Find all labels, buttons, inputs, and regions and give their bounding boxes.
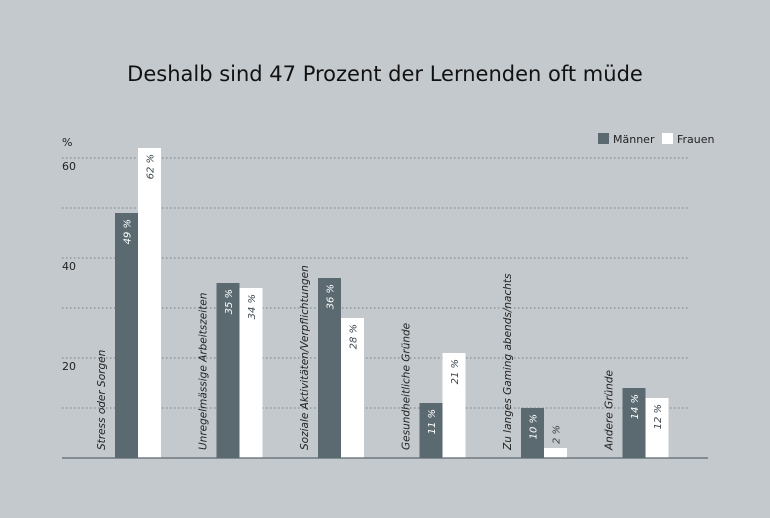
data-label-frauen: 34 % bbox=[247, 294, 258, 319]
legend: Männer Frauen bbox=[598, 133, 715, 146]
bar-maenner bbox=[419, 403, 443, 458]
bar-maenner bbox=[622, 388, 646, 458]
y-tick-label: 40 bbox=[62, 260, 76, 273]
bar-frauen bbox=[544, 448, 567, 458]
y-tick-label: 60 bbox=[62, 160, 76, 173]
data-label-frauen: 62 % bbox=[146, 154, 157, 179]
bar-frauen bbox=[341, 318, 364, 458]
data-label-maenner: 36 % bbox=[326, 284, 337, 309]
bar-maenner bbox=[216, 283, 240, 458]
data-label-maenner: 14 % bbox=[630, 394, 641, 419]
y-tick-label: 20 bbox=[62, 360, 76, 373]
data-label-frauen: 28 % bbox=[349, 324, 360, 349]
category-label: Stress oder Sorgen bbox=[96, 350, 108, 450]
y-axis-ticks: 20 40 60 bbox=[62, 160, 76, 373]
category-label: Soziale Aktivitäten/Verpflichtungen bbox=[299, 265, 311, 450]
bar-frauen bbox=[442, 353, 466, 458]
data-label-frauen: 12 % bbox=[653, 404, 664, 429]
category-label: Unregelmässige Arbeitszeiten bbox=[198, 293, 210, 450]
legend-swatch-maenner bbox=[598, 133, 609, 144]
bar-frauen bbox=[239, 288, 263, 458]
bar-frauen bbox=[138, 148, 161, 458]
bar-maenner bbox=[521, 408, 544, 458]
category-label: Andere Gründe bbox=[604, 370, 616, 451]
data-label-maenner: 35 % bbox=[224, 289, 235, 314]
legend-label-frauen: Frauen bbox=[677, 133, 715, 146]
grid-lines bbox=[62, 157, 690, 409]
bar-maenner bbox=[318, 278, 341, 458]
bars: Stress oder Sorgen 49 % 62 % Unregelmässige… bbox=[96, 148, 669, 458]
data-label-maenner: 10 % bbox=[529, 414, 540, 439]
data-label-maenner: 11 % bbox=[427, 409, 438, 434]
bar-maenner bbox=[115, 213, 138, 458]
legend-label-maenner: Männer bbox=[613, 133, 655, 146]
data-label-maenner: 49 % bbox=[123, 219, 134, 244]
chart-title: Deshalb sind 47 Prozent der Lernenden of… bbox=[127, 62, 643, 86]
category-label: Zu langes Gaming abends/nachts bbox=[502, 273, 514, 451]
legend-swatch-frauen bbox=[662, 133, 673, 144]
y-axis-unit: % bbox=[62, 136, 72, 149]
category-label: Gesundheitliche Gründe bbox=[401, 323, 413, 450]
data-label-frauen: 2 % bbox=[552, 425, 563, 444]
bar-frauen bbox=[645, 398, 669, 458]
data-label-frauen: 21 % bbox=[450, 359, 461, 384]
